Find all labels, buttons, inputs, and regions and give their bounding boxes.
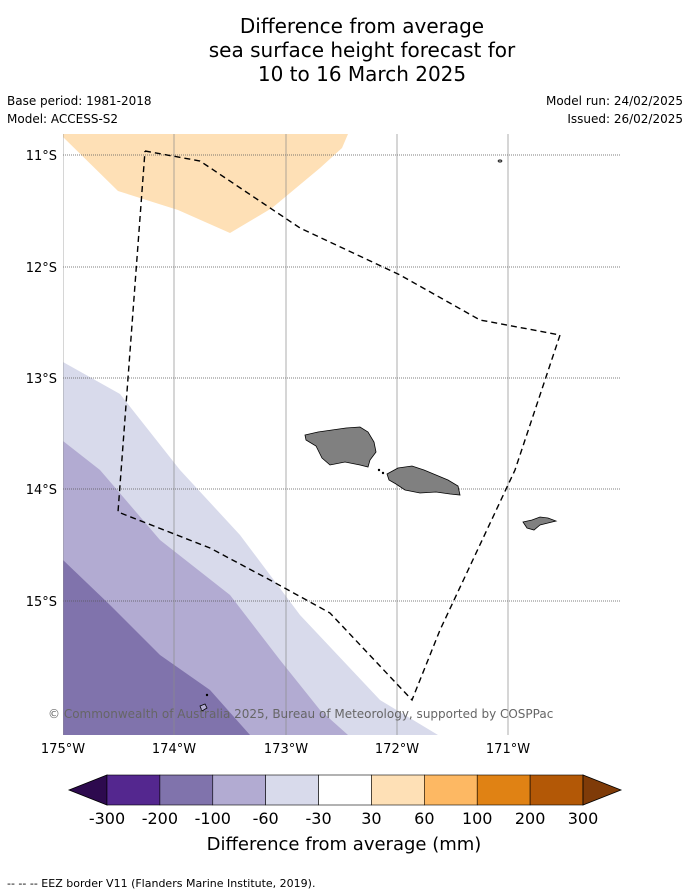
manono-island: [377, 468, 381, 472]
colorbar: -300 -200 -100 -60 -30 30 60 100 200 300: [67, 774, 623, 828]
colorbar-tick-label: 100: [462, 809, 493, 828]
colorbar-segment: [424, 774, 478, 806]
upolu-island: [386, 465, 461, 496]
base-period-label: Base period: 1981-2018: [7, 94, 152, 108]
colorbar-tick-label: 300: [568, 809, 599, 828]
model-label: Model: ACCESS-S2: [7, 112, 119, 126]
colorbar-tick-label: -300: [89, 809, 125, 828]
title-line-3: 10 to 16 March 2025: [257, 62, 467, 86]
lon-label-174w: 174°W: [152, 742, 196, 757]
map-plot-area: [63, 134, 620, 735]
chart-title: Difference from average sea surface heig…: [0, 14, 690, 86]
colorbar-tick-label: 30: [361, 809, 381, 828]
colorbar-tick-label: -200: [142, 809, 178, 828]
lat-label-13s: 13°S: [26, 372, 57, 387]
lat-label-15s: 15°S: [26, 595, 57, 610]
lat-label-14s: 14°S: [26, 483, 57, 498]
map-figure: © Commonwealth of Australia 2025, Bureau…: [26, 134, 623, 855]
lon-label-171w: 171°W: [486, 742, 530, 757]
colorbar-extend-low: [67, 774, 108, 806]
colorbar-tick-label: 200: [515, 809, 546, 828]
colorbar-tick-label: 60: [414, 809, 434, 828]
lat-tick-labels: 11°S 12°S 13°S 14°S 15°S: [26, 149, 57, 610]
model-run-label: Model run: 24/02/2025: [545, 94, 683, 108]
savaii-island: [304, 426, 377, 468]
issued-label: Issued: 26/02/2025: [567, 112, 683, 126]
copyright-text: © Commonwealth of Australia 2025, Bureau…: [48, 707, 553, 721]
colorbar-extend-high: [582, 774, 623, 806]
niuafoou-island: [199, 703, 208, 712]
colorbar-tick-label: -30: [305, 809, 331, 828]
colorbar-segment: [476, 774, 531, 806]
swains-island: [497, 159, 503, 163]
eez-border: [117, 150, 561, 702]
map-meridians: [63, 134, 509, 735]
colorbar-segment: [265, 774, 319, 806]
lat-label-12s: 12°S: [26, 261, 57, 276]
eez-footnote: -- -- -- EEZ border V11 (Flanders Marine…: [7, 877, 316, 890]
colorbar-tick-label: -100: [195, 809, 231, 828]
anomaly-band-30-60: [63, 134, 348, 233]
colorbar-segment: [106, 774, 161, 806]
lat-label-11s: 11°S: [26, 149, 57, 164]
colorbar-segment: [318, 774, 372, 806]
title-line-1: Difference from average: [239, 14, 485, 38]
small-islet: [205, 693, 209, 697]
tutuila-island: [522, 516, 558, 531]
colorbar-tick-label: -60: [253, 809, 279, 828]
colorbar-title: Difference from average (mm): [207, 834, 482, 855]
lon-label-173w: 173°W: [264, 742, 308, 757]
title-line-2: sea surface height forecast for: [208, 38, 516, 62]
lon-label-175w: 175°W: [41, 742, 85, 757]
apolima-island: [381, 471, 385, 475]
lon-tick-labels: 175°W 174°W 173°W 172°W 171°W: [41, 742, 530, 757]
colorbar-segment: [212, 774, 266, 806]
colorbar-segment: [529, 774, 584, 806]
colorbar-segment: [159, 774, 214, 806]
anomaly-band-neg100-neg200: [63, 560, 250, 735]
map-gridlines: [63, 154, 620, 602]
colorbar-segment: [371, 774, 425, 806]
lon-label-172w: 172°W: [375, 742, 419, 757]
